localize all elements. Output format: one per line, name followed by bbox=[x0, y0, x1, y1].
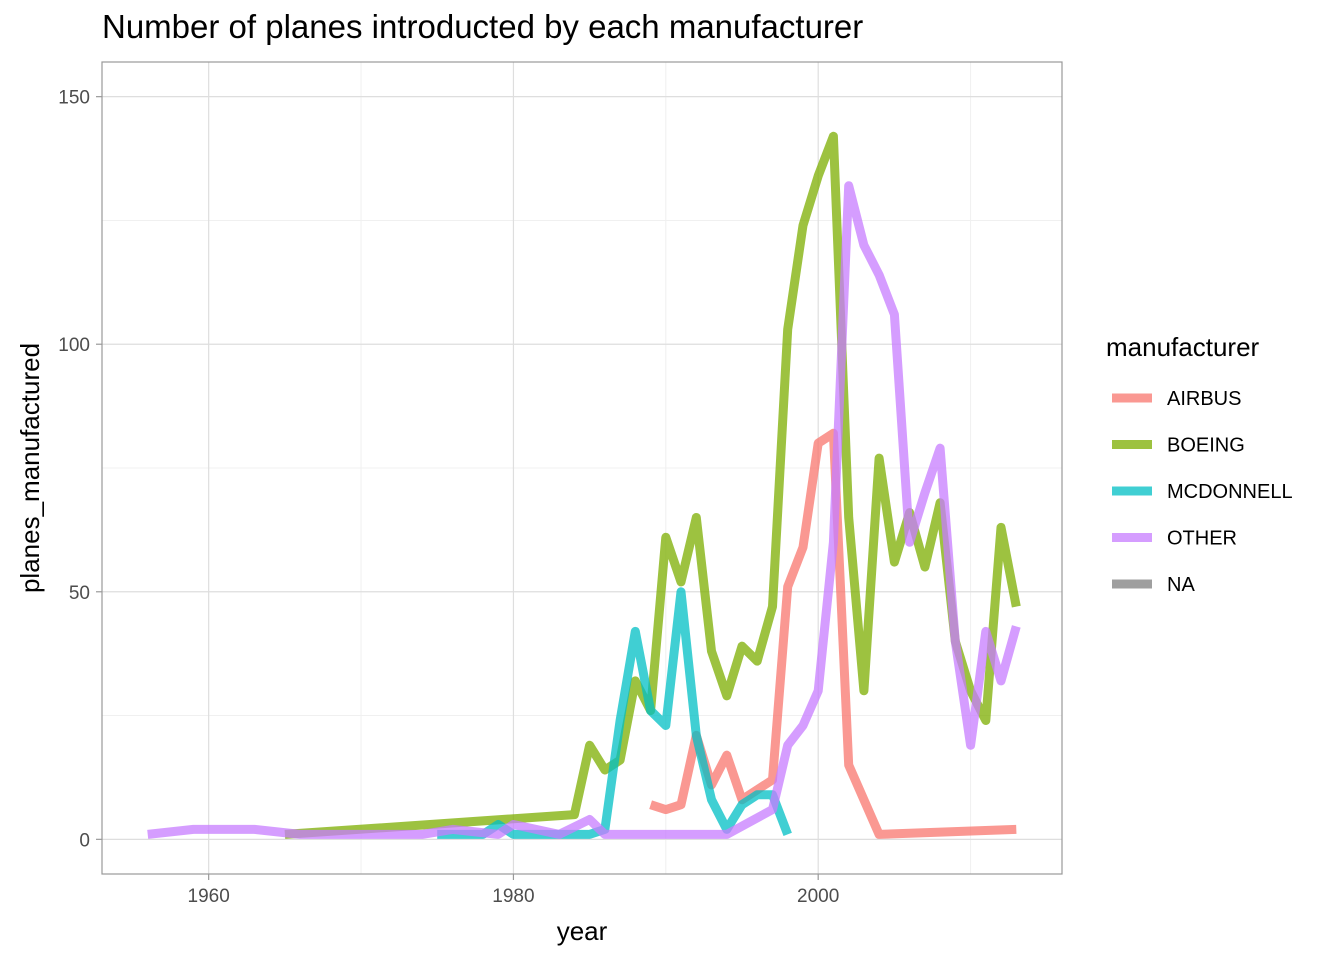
legend-label-other: OTHER bbox=[1167, 528, 1237, 550]
chart-title: Number of planes introducted by each man… bbox=[102, 8, 864, 45]
y-tick-label: 50 bbox=[69, 583, 90, 604]
major-gridlines bbox=[102, 62, 1062, 874]
legend-label-mcdonnell: MCDONNELL bbox=[1167, 481, 1293, 503]
y-axis-title: planes_manufactured bbox=[15, 343, 45, 593]
y-tick-label: 150 bbox=[58, 88, 90, 109]
legend: manufacturer AIRBUS BOEING MCDONNELL OTHER N… bbox=[1106, 332, 1293, 596]
series-lines bbox=[147, 131, 1021, 839]
legend-label-boeing: BOEING bbox=[1167, 435, 1245, 457]
series-line-airbus bbox=[649, 428, 1017, 839]
x-tick-label: 1960 bbox=[188, 886, 230, 907]
y-axis: 0 50 100 150 bbox=[58, 88, 102, 851]
legend-title: manufacturer bbox=[1106, 332, 1260, 362]
x-tick-label: 1980 bbox=[492, 886, 534, 907]
x-axis: 1960 1980 2000 bbox=[188, 874, 839, 907]
y-tick-label: 100 bbox=[58, 335, 90, 356]
legend-label-airbus: AIRBUS bbox=[1167, 388, 1241, 410]
x-tick-label: 2000 bbox=[797, 886, 839, 907]
plot-border bbox=[101, 61, 1063, 875]
y-tick-label: 0 bbox=[79, 830, 90, 851]
series-line-other bbox=[147, 181, 1021, 839]
legend-label-na: NA bbox=[1167, 574, 1195, 596]
x-axis-title: year bbox=[557, 916, 608, 946]
